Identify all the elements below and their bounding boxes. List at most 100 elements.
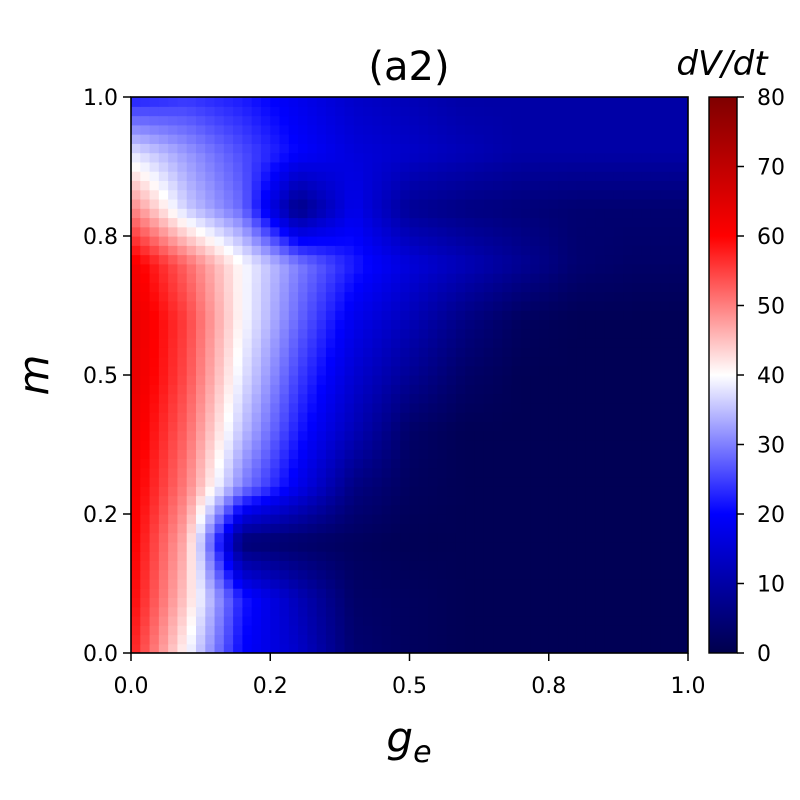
heatmap-cell xyxy=(251,430,262,441)
heatmap-cell xyxy=(251,180,262,191)
heatmap-cell xyxy=(428,625,438,636)
heatmap-cell xyxy=(205,337,216,348)
heatmap-cell xyxy=(214,337,225,348)
heatmap-cell xyxy=(335,514,346,524)
heatmap-cell xyxy=(307,523,318,534)
heatmap-cell xyxy=(669,124,680,135)
heatmap-cell xyxy=(140,625,151,636)
heatmap-cell xyxy=(279,634,290,645)
heatmap-cell xyxy=(576,504,587,515)
heatmap-cell xyxy=(195,551,206,561)
heatmap-cell xyxy=(214,532,225,543)
heatmap-cell xyxy=(465,458,476,469)
heatmap-cell xyxy=(279,365,290,376)
heatmap-cell xyxy=(576,236,587,246)
heatmap-cell xyxy=(455,310,466,320)
heatmap-cell xyxy=(567,458,578,469)
heatmap-cell xyxy=(585,560,596,571)
heatmap-cell xyxy=(520,597,531,608)
heatmap-cell xyxy=(548,180,559,191)
heatmap-cell xyxy=(158,523,169,534)
heatmap-cell xyxy=(632,152,643,163)
heatmap-cell xyxy=(604,467,615,478)
heatmap-cell xyxy=(177,217,188,228)
heatmap-cell xyxy=(418,449,429,459)
heatmap-cell xyxy=(418,97,429,107)
heatmap-cell xyxy=(530,541,541,552)
heatmap-cell xyxy=(298,300,308,311)
heatmap-cell xyxy=(483,319,494,330)
heatmap-cell xyxy=(316,504,327,515)
heatmap-cell xyxy=(158,597,169,608)
heatmap-cell xyxy=(595,634,606,645)
heatmap-cell xyxy=(455,300,466,311)
heatmap-cell xyxy=(140,449,151,459)
heatmap-cell xyxy=(595,393,606,404)
heatmap-cell xyxy=(409,273,420,283)
heatmap-cell xyxy=(307,245,318,256)
heatmap-cell xyxy=(390,171,401,181)
heatmap-cell xyxy=(567,449,578,459)
heatmap-cell xyxy=(223,245,234,256)
heatmap-cell xyxy=(558,578,568,589)
heatmap-cell xyxy=(595,551,606,561)
heatmap-cell xyxy=(595,578,606,589)
heatmap-cell xyxy=(335,319,346,330)
heatmap-cell xyxy=(298,412,308,422)
heatmap-cell xyxy=(493,402,503,413)
heatmap-cell xyxy=(641,208,652,219)
heatmap-cell xyxy=(650,291,661,302)
heatmap-cell xyxy=(493,449,503,459)
heatmap-cell xyxy=(660,439,671,450)
heatmap-cell xyxy=(669,615,680,626)
heatmap-cell xyxy=(465,643,476,653)
heatmap-cell xyxy=(242,430,253,441)
heatmap-cell xyxy=(483,143,494,154)
heatmap-cell xyxy=(158,458,169,469)
heatmap-cell xyxy=(511,634,522,645)
heatmap-cell xyxy=(483,615,494,626)
heatmap-cell xyxy=(576,514,587,524)
heatmap-cell xyxy=(131,124,141,135)
heatmap-cell xyxy=(567,291,578,302)
heatmap-cell xyxy=(613,449,624,459)
heatmap-cell xyxy=(493,458,503,469)
heatmap-cell xyxy=(483,449,494,459)
heatmap-cell xyxy=(418,291,429,302)
heatmap-cell xyxy=(530,236,541,246)
heatmap-cell xyxy=(567,634,578,645)
heatmap-cell xyxy=(455,226,466,237)
heatmap-cell xyxy=(307,504,318,515)
heatmap-cell xyxy=(372,486,383,497)
heatmap-cell xyxy=(650,97,661,107)
heatmap-cell xyxy=(251,625,262,636)
heatmap-cell xyxy=(548,226,559,237)
heatmap-cell xyxy=(298,597,308,608)
heatmap-cell xyxy=(390,328,401,339)
heatmap-cell xyxy=(548,439,559,450)
heatmap-cell xyxy=(511,421,522,432)
heatmap-cell xyxy=(428,365,438,376)
heatmap-cell xyxy=(493,254,503,265)
heatmap-cell xyxy=(530,365,541,376)
heatmap-cell xyxy=(595,171,606,181)
heatmap-cell xyxy=(186,421,197,432)
heatmap-cell xyxy=(511,375,522,385)
heatmap-cell xyxy=(641,402,652,413)
heatmap-cell xyxy=(131,643,141,653)
heatmap-cell xyxy=(548,273,559,283)
heatmap-cell xyxy=(270,384,281,395)
heatmap-cell xyxy=(205,393,216,404)
heatmap-cell xyxy=(288,430,299,441)
heatmap-cell xyxy=(149,217,160,228)
heatmap-cell xyxy=(455,189,466,200)
heatmap-cell xyxy=(678,551,688,561)
heatmap-cell xyxy=(669,606,680,617)
heatmap-cell xyxy=(650,356,661,367)
heatmap-cell xyxy=(288,337,299,348)
heatmap-cell xyxy=(270,106,281,117)
heatmap-cell xyxy=(520,143,531,154)
heatmap-cell xyxy=(623,143,633,154)
x-tick-label: 1.0 xyxy=(671,674,706,699)
heatmap-cell xyxy=(437,245,448,256)
